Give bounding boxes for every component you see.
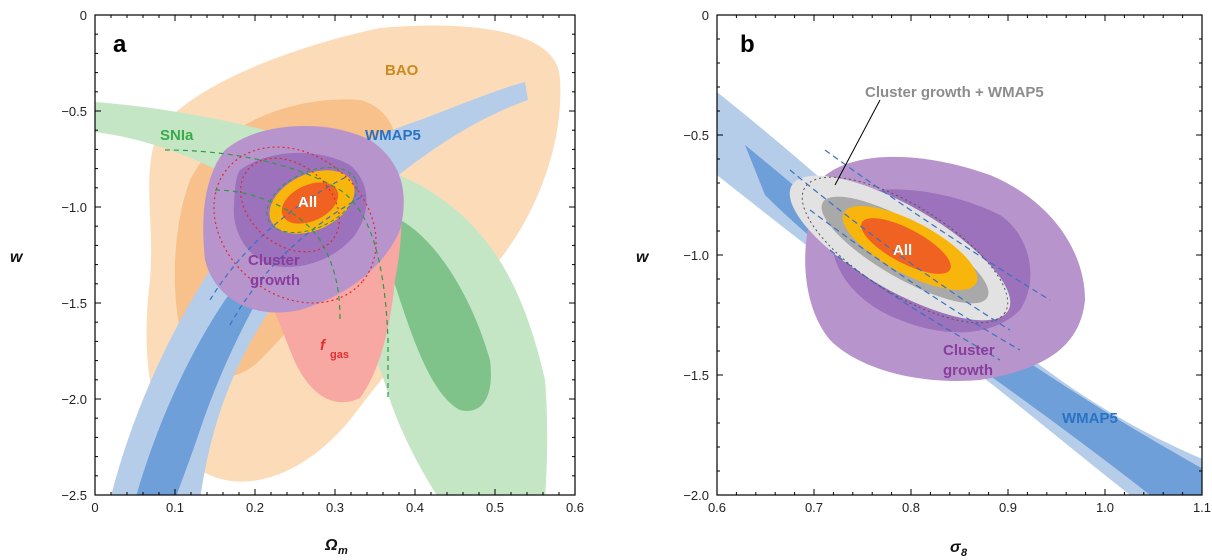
panel-a-annotation-bao: BAO bbox=[385, 62, 419, 79]
x-tick-label: 0.1 bbox=[166, 500, 184, 515]
panel-a-ylabel: w bbox=[10, 249, 24, 266]
y-tick-label: −0.5 bbox=[61, 104, 87, 119]
fgas-dotted-outer bbox=[213, 146, 377, 304]
panel-b-xlabel-sub: 8 bbox=[961, 547, 968, 559]
x-tick-label: 0.7 bbox=[805, 500, 823, 515]
snia-dashed-outer bbox=[164, 149, 389, 400]
x-tick-label: 0.4 bbox=[406, 500, 424, 515]
wmap5-dashed-b-1 bbox=[789, 169, 1011, 331]
wmap5-contour-inner bbox=[136, 255, 275, 495]
panel-b-annotation-cluster: Cluster bbox=[943, 342, 995, 359]
y-tick-label: −2.5 bbox=[61, 488, 87, 503]
panel-b-letter: b bbox=[740, 31, 755, 58]
y-tick-label: −1.5 bbox=[61, 296, 87, 311]
y-tick-label: −1.0 bbox=[61, 200, 87, 215]
y-tick-label: −0.5 bbox=[683, 128, 709, 143]
panel-b-annotation-wmap5: WMAP5 bbox=[1062, 410, 1118, 427]
snia-contour-outer bbox=[95, 102, 548, 495]
y-tick-label: 0 bbox=[80, 8, 87, 23]
y-tick-label: 0 bbox=[702, 8, 709, 23]
x-tick-label: 1.0 bbox=[1096, 500, 1114, 515]
all-contour-inner-b bbox=[861, 218, 951, 274]
panel-b-ticks: 0.6 0.7 0.8 0.9 1.0 1.1 0 −0.5 −1.0 −1.5 −2.0 bbox=[683, 8, 1211, 515]
panel-a-annotation-fgas: f bbox=[320, 337, 327, 354]
panel-a: 0 0.1 0.2 0.3 0.4 0.5 0.6 0 −0.5 −1.0 −1.5 −2.0 −2.5… bbox=[10, 8, 584, 557]
x-tick-label: 0.3 bbox=[326, 500, 344, 515]
panel-a-annotation-growth: growth bbox=[250, 272, 300, 289]
y-tick-label: −1.0 bbox=[683, 248, 709, 263]
panel-b-annotation-cluster-wmap5: Cluster growth + WMAP5 bbox=[865, 84, 1044, 101]
x-tick-label: 0.5 bbox=[486, 500, 504, 515]
panel-a-xlabel-sub: m bbox=[338, 545, 348, 557]
snia-small-dashed bbox=[266, 167, 358, 233]
panel-b: 0.6 0.7 0.8 0.9 1.0 1.1 0 −0.5 −1.0 −1.5 −2.0 b Cl… bbox=[636, 8, 1211, 559]
y-tick-label: −2.0 bbox=[61, 392, 87, 407]
all-contour-inner bbox=[281, 182, 339, 224]
wmap5-dashed-b-3 bbox=[824, 149, 1051, 301]
panel-a-annotation-fgas-sub: gas bbox=[330, 349, 349, 361]
wmap5-dashed-2 bbox=[229, 194, 366, 326]
panel-a-annotation-wmap5: WMAP5 bbox=[365, 127, 421, 144]
x-tick-label: 0.2 bbox=[246, 500, 264, 515]
wmap5-contour-inner-b bbox=[745, 145, 1202, 495]
panel-a-contours bbox=[95, 25, 561, 495]
wmap5-dashed-b-2 bbox=[809, 209, 1021, 351]
x-tick-label: 0.6 bbox=[708, 500, 726, 515]
y-tick-label: −1.5 bbox=[683, 368, 709, 383]
wmap5-contour-outer-b bbox=[717, 92, 1202, 495]
x-tick-label: 0 bbox=[91, 500, 98, 515]
panel-b-annotation-growth: growth bbox=[943, 362, 993, 379]
y-tick-label: −2.0 bbox=[683, 488, 709, 503]
snia-contour-inner bbox=[384, 215, 491, 411]
panel-b-annotation-leader bbox=[834, 99, 881, 186]
panel-b-ylabel: w bbox=[636, 249, 650, 266]
panel-b-xlabel: σ bbox=[950, 539, 962, 556]
panel-a-letter: a bbox=[113, 31, 127, 58]
panel-b-annotation-all: All bbox=[893, 242, 912, 259]
x-tick-label: 0.6 bbox=[566, 500, 584, 515]
x-tick-label: 0.9 bbox=[999, 500, 1017, 515]
x-tick-label: 0.8 bbox=[902, 500, 920, 515]
fgas-dotted-inner bbox=[240, 157, 340, 253]
cluster-growth-dotted-b bbox=[801, 176, 1009, 324]
x-tick-label: 1.1 bbox=[1193, 500, 1211, 515]
panel-a-annotation-all: All bbox=[298, 194, 317, 211]
panel-a-annotation-snia: SNIa bbox=[160, 127, 194, 144]
wmap5-dashed-b-4 bbox=[829, 249, 1001, 361]
wmap5-dashed-1 bbox=[209, 174, 351, 301]
snia-dashed-inner bbox=[214, 189, 341, 321]
panel-a-ticks: 0 0.1 0.2 0.3 0.4 0.5 0.6 0 −0.5 −1.0 −1.5 −2.0 −2.5 bbox=[61, 8, 584, 515]
panel-b-contours bbox=[717, 92, 1202, 495]
panel-a-xlabel: Ω bbox=[324, 537, 338, 554]
wmap5-contour-outer bbox=[111, 82, 528, 495]
panel-a-annotation-cluster: Cluster bbox=[248, 252, 300, 269]
